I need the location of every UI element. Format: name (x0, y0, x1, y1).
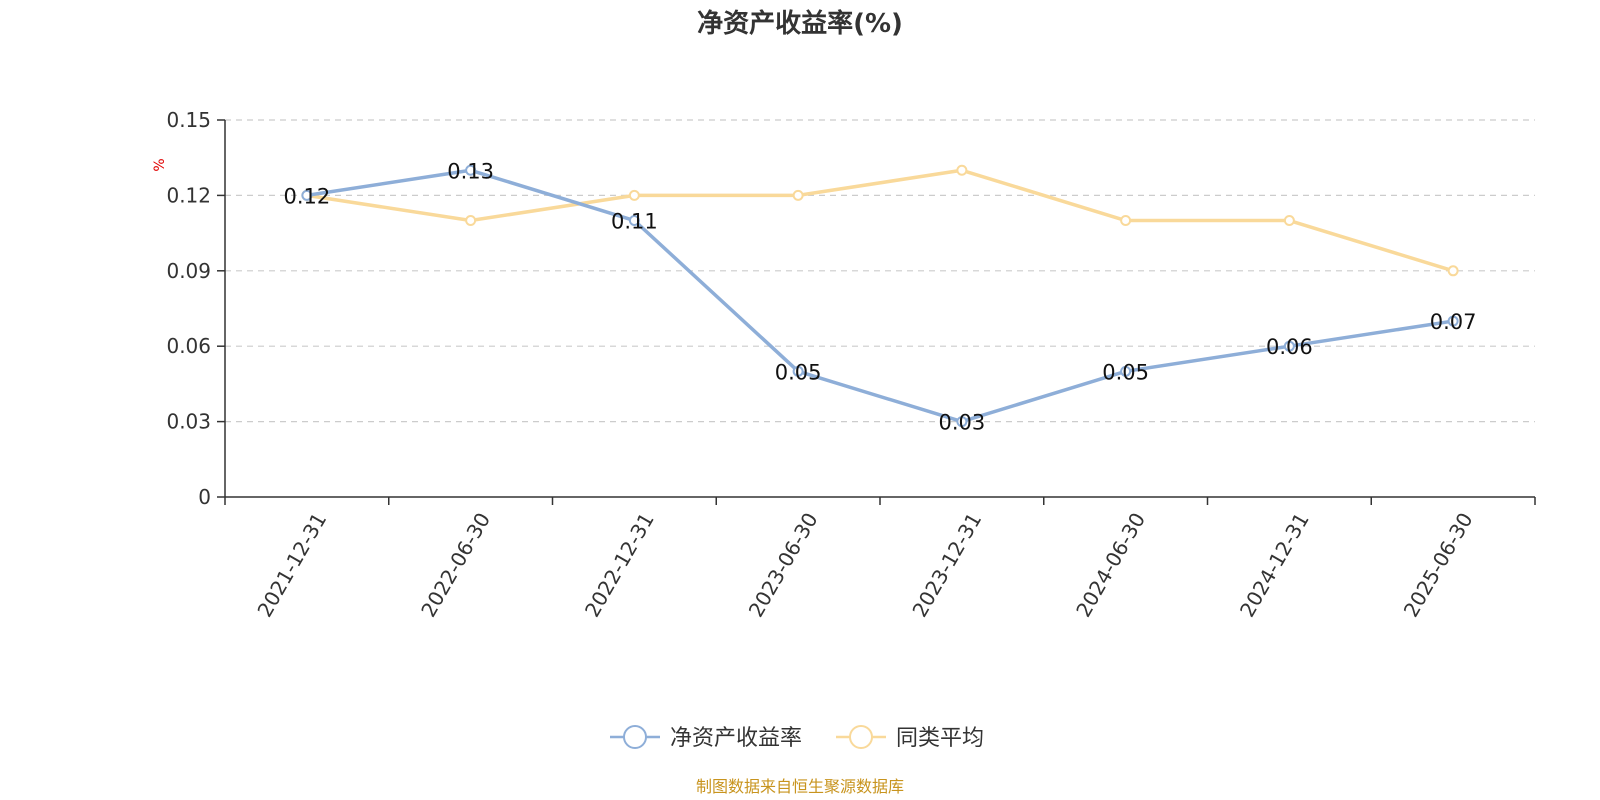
series-group: 0.12 0.13 0.11 0.05 0.03 0.05 0.06 0.07 (283, 159, 1476, 434)
data-point (792, 365, 804, 377)
data-source-note: 制图数据来自恒生聚源数据库 (696, 777, 904, 796)
x-tick-label: 2023-06-30 (744, 509, 823, 622)
data-label: 0.11 (611, 210, 658, 234)
legend-item-0[interactable]: 净资产收益率 (610, 725, 802, 751)
grid-lines (225, 119, 1535, 423)
legend-label: 同类平均 (896, 726, 984, 751)
series-line-1 (306, 168, 1454, 273)
data-point (628, 189, 640, 201)
x-tick-label: 2022-12-31 (580, 509, 659, 622)
legend-marker (623, 725, 647, 749)
legend-marker (849, 725, 873, 749)
data-label: 0.13 (447, 159, 494, 183)
legend: 净资产收益率 同类平均 (610, 725, 984, 751)
y-tick-label: 0.15 (166, 108, 211, 132)
data-label: 0.06 (1266, 335, 1313, 359)
y-tick-label: 0.03 (166, 410, 211, 434)
data-point (1447, 265, 1459, 277)
x-tick-label: 2025-06-30 (1399, 509, 1478, 622)
data-point (465, 164, 477, 176)
data-point (792, 189, 804, 201)
data-label: 0.05 (1102, 360, 1149, 384)
data-point (465, 215, 477, 227)
legend-item-1[interactable]: 同类平均 (836, 725, 984, 751)
y-tick-label: 0 (198, 485, 211, 509)
y-tick-label: 0.09 (166, 259, 211, 283)
x-tick-label: 2024-06-30 (1071, 509, 1150, 622)
data-label: 0.03 (938, 411, 985, 435)
data-point (1447, 315, 1459, 327)
x-tick-label: 2021-12-31 (252, 509, 331, 622)
data-point (956, 164, 968, 176)
data-label: 0.12 (283, 184, 330, 208)
axes (217, 119, 1536, 505)
x-tick-label: 2023-12-31 (907, 509, 986, 622)
data-point (1283, 215, 1295, 227)
series-line-0 (306, 168, 1454, 424)
data-label: 0.05 (775, 360, 822, 384)
y-tick-label: 0.12 (166, 183, 211, 207)
x-axis-ticks: 2021-12-31 2022-06-30 2022-12-31 2023-06-30… (252, 509, 1477, 622)
data-point (301, 189, 313, 201)
x-tick-label: 2022-06-30 (416, 509, 495, 622)
x-tick-label: 2024-12-31 (1235, 509, 1314, 622)
data-point (1120, 215, 1132, 227)
y-tick-label: 0.06 (166, 334, 211, 358)
data-point (1120, 365, 1132, 377)
chart-title: 净资产收益率(%) (697, 8, 903, 39)
y-axis-unit-label: % (152, 158, 168, 171)
data-point (1283, 340, 1295, 352)
legend-label: 净资产收益率 (670, 726, 802, 751)
y-axis-ticks: 0 0.03 0.06 0.09 0.12 0.15 (166, 108, 211, 509)
data-label: 0.07 (1430, 310, 1477, 334)
data-point (628, 215, 640, 227)
data-point (956, 416, 968, 428)
